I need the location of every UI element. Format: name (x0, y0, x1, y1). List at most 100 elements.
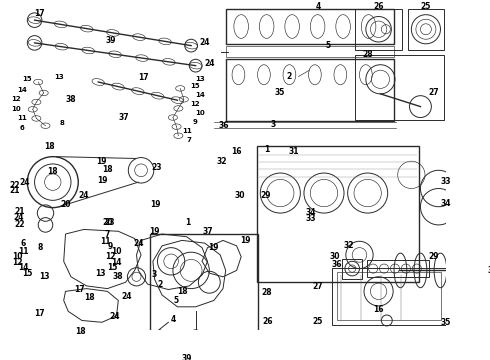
Text: 10: 10 (13, 252, 23, 261)
Text: 10: 10 (196, 110, 205, 116)
Text: 23: 23 (151, 163, 162, 172)
Text: 20: 20 (102, 218, 113, 227)
Text: 24: 24 (133, 239, 144, 248)
Text: 15: 15 (190, 83, 199, 89)
Bar (257, 146, 418, 282)
Text: 14: 14 (18, 264, 28, 273)
Text: 11: 11 (17, 116, 27, 121)
Text: 17: 17 (74, 285, 85, 294)
Text: 21: 21 (15, 207, 25, 216)
Text: 18: 18 (48, 167, 58, 176)
Text: 30: 30 (235, 191, 245, 200)
Text: 7: 7 (187, 137, 192, 143)
Bar (226, 59, 394, 121)
Text: 8: 8 (37, 243, 43, 252)
Bar (226, 46, 394, 57)
Text: 18: 18 (102, 165, 113, 174)
Bar (408, 9, 444, 50)
Text: 39: 39 (105, 36, 116, 45)
Text: 13: 13 (95, 269, 105, 278)
Text: 19: 19 (209, 243, 219, 252)
Text: 26: 26 (373, 2, 384, 11)
Text: 35: 35 (275, 87, 285, 96)
Text: 5: 5 (173, 296, 179, 305)
Text: 2: 2 (157, 280, 162, 289)
Text: 39: 39 (181, 354, 192, 360)
Text: 1: 1 (264, 145, 270, 154)
Text: 10: 10 (111, 247, 121, 256)
Bar (150, 234, 258, 351)
Text: 4: 4 (171, 315, 175, 324)
Text: 32: 32 (343, 241, 354, 250)
Text: 32: 32 (217, 157, 227, 166)
Text: 35: 35 (441, 318, 451, 327)
Text: 28: 28 (261, 288, 272, 297)
Bar (337, 272, 441, 320)
Text: 7: 7 (104, 230, 110, 239)
Text: 19: 19 (241, 236, 251, 245)
Text: 15: 15 (23, 76, 32, 82)
Text: 11: 11 (18, 247, 28, 256)
Text: 37: 37 (119, 113, 129, 122)
Text: 14: 14 (196, 92, 205, 98)
Text: 1: 1 (185, 217, 190, 226)
Text: 38: 38 (113, 272, 123, 281)
Text: 24: 24 (19, 177, 30, 186)
Text: 25: 25 (421, 2, 431, 11)
Text: 19: 19 (98, 176, 108, 185)
Text: 38: 38 (65, 95, 76, 104)
Text: 19: 19 (150, 200, 160, 209)
Text: 30: 30 (330, 252, 340, 261)
Text: 26: 26 (262, 317, 273, 326)
Text: 2: 2 (287, 72, 292, 81)
Text: 13: 13 (39, 272, 50, 281)
Text: 21: 21 (9, 186, 20, 195)
Text: 20: 20 (61, 200, 71, 209)
Text: 19: 19 (97, 157, 107, 166)
Text: 9: 9 (108, 242, 113, 251)
Text: 4: 4 (316, 2, 321, 11)
Text: 12: 12 (190, 101, 199, 107)
Text: 14: 14 (17, 87, 27, 93)
Text: 27: 27 (312, 282, 323, 291)
Text: 5: 5 (325, 41, 330, 50)
Text: 25: 25 (312, 317, 323, 326)
Bar (367, 260, 429, 277)
Text: 3: 3 (270, 120, 276, 129)
Text: 6: 6 (20, 125, 24, 131)
Text: 29: 29 (428, 252, 439, 261)
Text: 24: 24 (199, 39, 210, 48)
Text: 34: 34 (306, 208, 317, 217)
Text: 34: 34 (441, 199, 451, 208)
Text: 6: 6 (21, 239, 26, 248)
Text: 10: 10 (11, 106, 21, 112)
Text: 9: 9 (192, 119, 197, 125)
Text: 33: 33 (441, 177, 451, 186)
Text: 18: 18 (84, 293, 95, 302)
Text: 14: 14 (112, 258, 122, 267)
Text: 17: 17 (139, 73, 149, 82)
Text: 23: 23 (104, 217, 115, 226)
Text: 15: 15 (107, 264, 118, 273)
Text: 15: 15 (23, 269, 33, 278)
Bar (355, 9, 402, 50)
Text: 13: 13 (196, 76, 205, 82)
Text: 12: 12 (105, 252, 116, 261)
Text: 16: 16 (373, 305, 384, 314)
Text: 18: 18 (75, 327, 85, 336)
Bar (355, 55, 444, 120)
Text: 24: 24 (110, 312, 121, 321)
Text: 31: 31 (488, 266, 490, 275)
Text: 22: 22 (9, 181, 20, 190)
Text: 36: 36 (331, 260, 342, 269)
Text: 11: 11 (100, 237, 110, 246)
Text: 29: 29 (260, 191, 270, 200)
Bar (226, 9, 394, 44)
Text: 18: 18 (44, 142, 54, 151)
Text: 11: 11 (183, 128, 193, 134)
Text: 27: 27 (428, 89, 439, 98)
Text: 17: 17 (34, 309, 45, 318)
Text: 33: 33 (306, 214, 317, 223)
Text: 3: 3 (151, 270, 156, 279)
Text: 37: 37 (202, 227, 213, 236)
